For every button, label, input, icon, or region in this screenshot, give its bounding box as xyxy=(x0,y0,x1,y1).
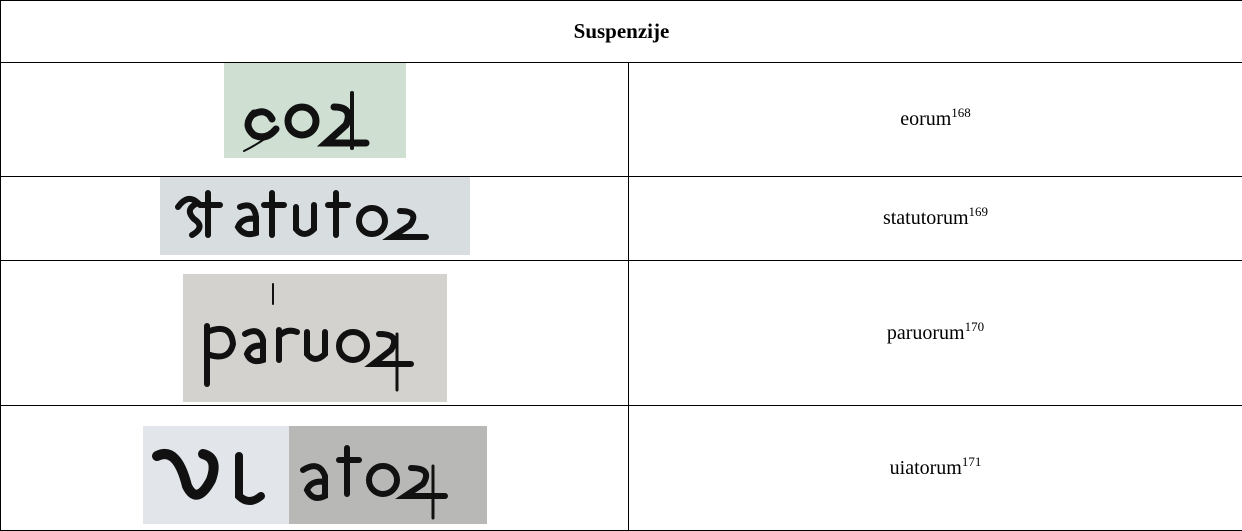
footnote-number: 169 xyxy=(969,204,989,219)
row: uiatorum171 xyxy=(1,406,1242,531)
row: statutorum169 xyxy=(1,177,1242,261)
expansion: uiatorum xyxy=(890,457,962,479)
header-row: Suspenzije xyxy=(1,1,1242,63)
footnote-number: 171 xyxy=(962,454,982,469)
expansion: paruorum xyxy=(887,322,965,344)
table-title: Suspenzije xyxy=(1,1,1242,63)
manuscript-image xyxy=(183,274,447,402)
row: eorum168 xyxy=(1,63,1242,177)
expansion-cell: eorum168 xyxy=(629,63,1242,177)
manuscript-image xyxy=(143,426,487,524)
expansion-cell: statutorum169 xyxy=(629,177,1242,261)
expansion: eorum xyxy=(900,108,951,130)
expansion-cell: uiatorum171 xyxy=(629,406,1242,531)
manuscript-cell xyxy=(1,406,629,531)
manuscript-cell xyxy=(1,261,629,406)
row: paruorum170 xyxy=(1,261,1242,406)
manuscript-image xyxy=(160,177,470,255)
expansion-cell: paruorum170 xyxy=(629,261,1242,406)
footnote-number: 168 xyxy=(951,105,971,120)
manuscript-cell xyxy=(1,63,629,177)
manuscript-image xyxy=(224,63,406,158)
expansion: statutorum xyxy=(883,207,969,229)
footnote-number: 170 xyxy=(965,319,985,334)
manuscript-cell xyxy=(1,177,629,261)
